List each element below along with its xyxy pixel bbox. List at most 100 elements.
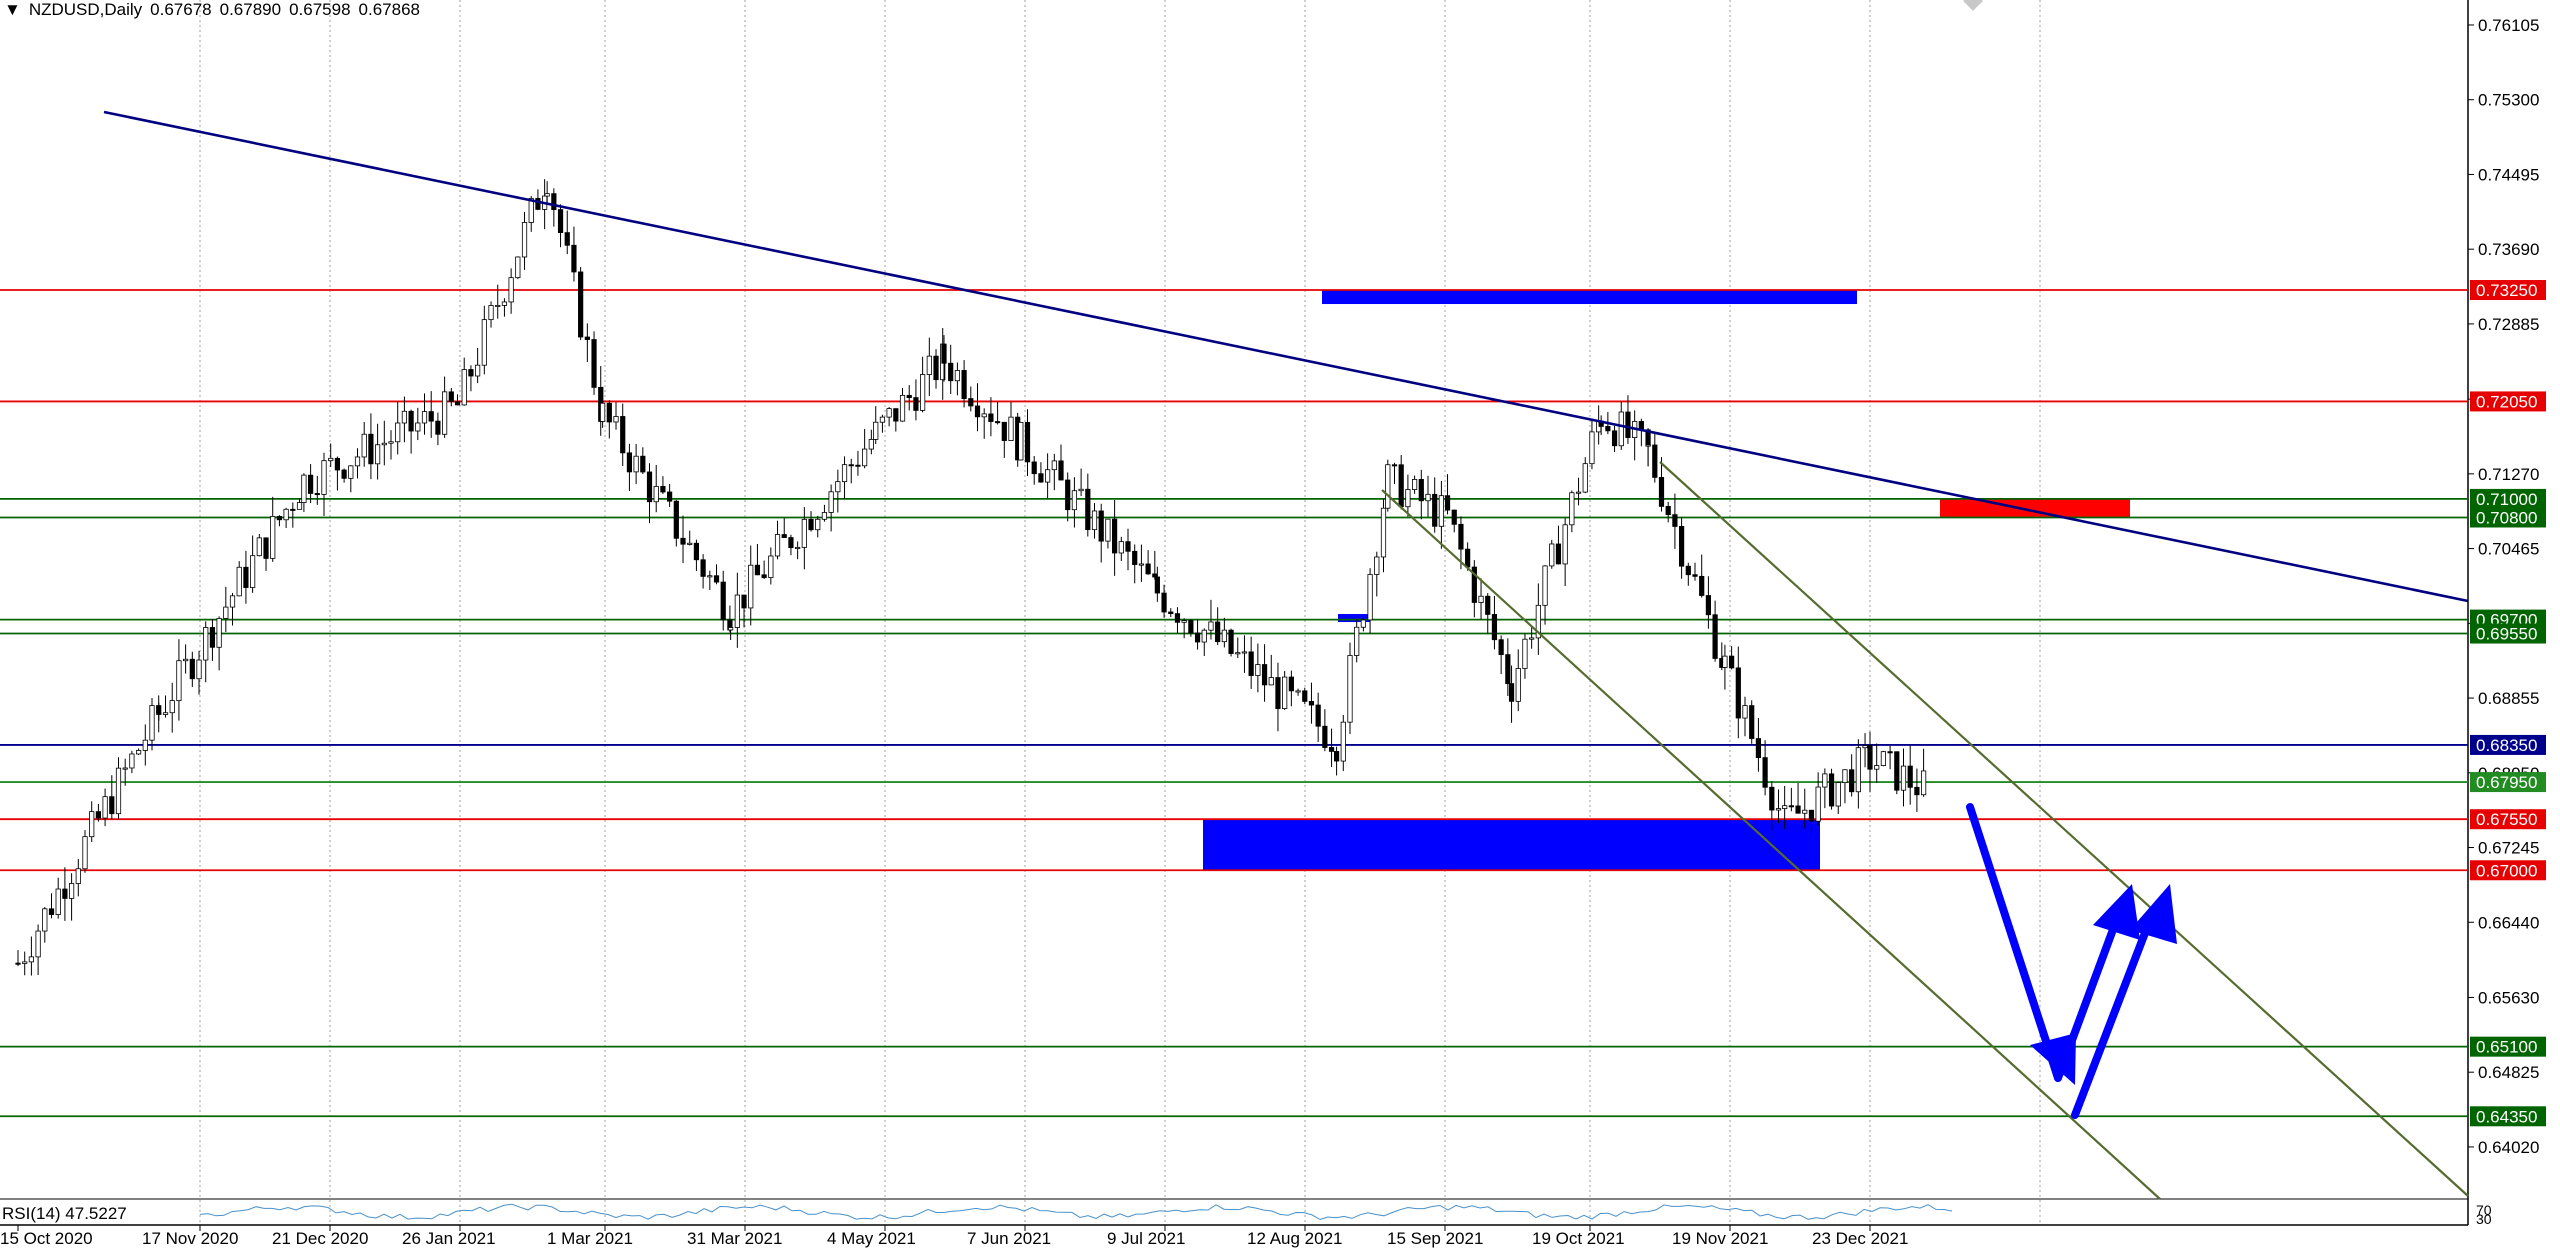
candle [1215, 621, 1221, 643]
candle [584, 336, 590, 340]
candle [557, 209, 564, 234]
price-tick-label: 0.64020 [2478, 1138, 2539, 1157]
candle [835, 481, 841, 493]
candle [381, 442, 387, 446]
level-label: 0.65100 [2476, 1038, 2537, 1057]
candle [1071, 490, 1078, 511]
candle [1611, 430, 1618, 447]
candle [169, 700, 175, 714]
candle [115, 767, 122, 815]
candle [1354, 626, 1360, 656]
candle [468, 369, 474, 377]
candle [361, 433, 367, 458]
candle [1491, 614, 1498, 641]
date-tick-label: 21 Dec 2020 [272, 1229, 368, 1248]
candle [1295, 690, 1301, 693]
date-tick-label: 9 Jul 2021 [1107, 1229, 1185, 1248]
candle [1835, 782, 1841, 807]
candle [1699, 575, 1705, 596]
date-tick-label: 19 Oct 2021 [1532, 1229, 1625, 1248]
candle [1735, 667, 1741, 719]
candle [968, 398, 974, 407]
candle [22, 961, 28, 964]
candle [1842, 769, 1848, 784]
candle [535, 198, 541, 210]
candle [1038, 473, 1044, 483]
arrow-head-up-icon [2093, 884, 2140, 940]
price-tick-label: 0.71270 [2478, 465, 2539, 484]
candle [734, 594, 740, 628]
candle [660, 485, 666, 493]
candle [1605, 426, 1611, 432]
candle [693, 542, 700, 561]
candle [1425, 493, 1431, 502]
candle [600, 402, 606, 422]
candle [1255, 664, 1261, 676]
trendline-resistance[interactable] [103, 110, 2469, 603]
candle [788, 537, 794, 549]
price-tick-label: 0.75300 [2478, 91, 2539, 110]
candle [368, 433, 374, 465]
candle [626, 452, 633, 473]
candle [1228, 629, 1234, 654]
candle [1505, 654, 1511, 684]
candle [162, 712, 169, 715]
channel-lower-line[interactable] [1381, 489, 2161, 1200]
channel-upper-line[interactable] [1659, 461, 2469, 1197]
date-tick-label: 7 Jun 2021 [967, 1229, 1051, 1248]
candle [442, 391, 448, 435]
close-value: 0.67868 [358, 0, 420, 19]
candle [1658, 476, 1665, 507]
candle [1562, 524, 1568, 565]
candle [321, 460, 327, 495]
candle [521, 222, 528, 258]
candle [1849, 769, 1855, 793]
candle [1855, 747, 1861, 793]
level-label: 0.67950 [2476, 773, 2537, 792]
date-tick-label: 17 Nov 2020 [142, 1229, 238, 1248]
rsi-label: RSI(14) 47.5227 [2, 1204, 127, 1223]
price-tick-label: 0.65630 [2478, 988, 2539, 1007]
candle [415, 422, 421, 432]
candle [142, 739, 148, 751]
candle [95, 811, 101, 819]
high-value: 0.67890 [219, 0, 282, 19]
level-label: 0.72050 [2476, 392, 2537, 411]
candle [1485, 595, 1491, 615]
candle [1542, 565, 1548, 606]
candle [653, 485, 659, 503]
candle [223, 606, 229, 619]
candle [256, 537, 262, 557]
chart-header: ▼ NZDUSD,Daily 0.67678 0.67890 0.67598 0.6786… [4, 0, 428, 20]
candle [720, 581, 726, 621]
candle [203, 627, 209, 661]
projection-arrow[interactable] [2071, 916, 2154, 1119]
candle [1515, 668, 1521, 702]
candle [1322, 725, 1328, 748]
candle [1398, 464, 1404, 508]
candle [1894, 751, 1900, 791]
candle [1340, 721, 1346, 762]
candle [981, 413, 987, 418]
candle [301, 474, 307, 503]
candle [707, 575, 713, 578]
candle [1154, 576, 1160, 594]
low-value: 0.67598 [289, 0, 351, 19]
candle [1181, 620, 1187, 623]
candle [1471, 566, 1477, 603]
collapse-triangle-icon[interactable]: ▼ [4, 0, 21, 19]
candle [1685, 565, 1691, 576]
candle [1755, 738, 1762, 759]
price-tick-label: 0.73690 [2478, 240, 2539, 259]
zone-rect [1338, 614, 1370, 623]
projection-arrow[interactable] [1966, 803, 2062, 1082]
candle [1168, 611, 1174, 615]
level-label-bg [2470, 734, 2546, 755]
candle [1268, 677, 1274, 686]
candle [1031, 461, 1037, 475]
candle [1024, 421, 1031, 463]
level-label-bg [2470, 1106, 2546, 1127]
level-label-bg [2470, 809, 2546, 830]
candle [1665, 506, 1671, 516]
